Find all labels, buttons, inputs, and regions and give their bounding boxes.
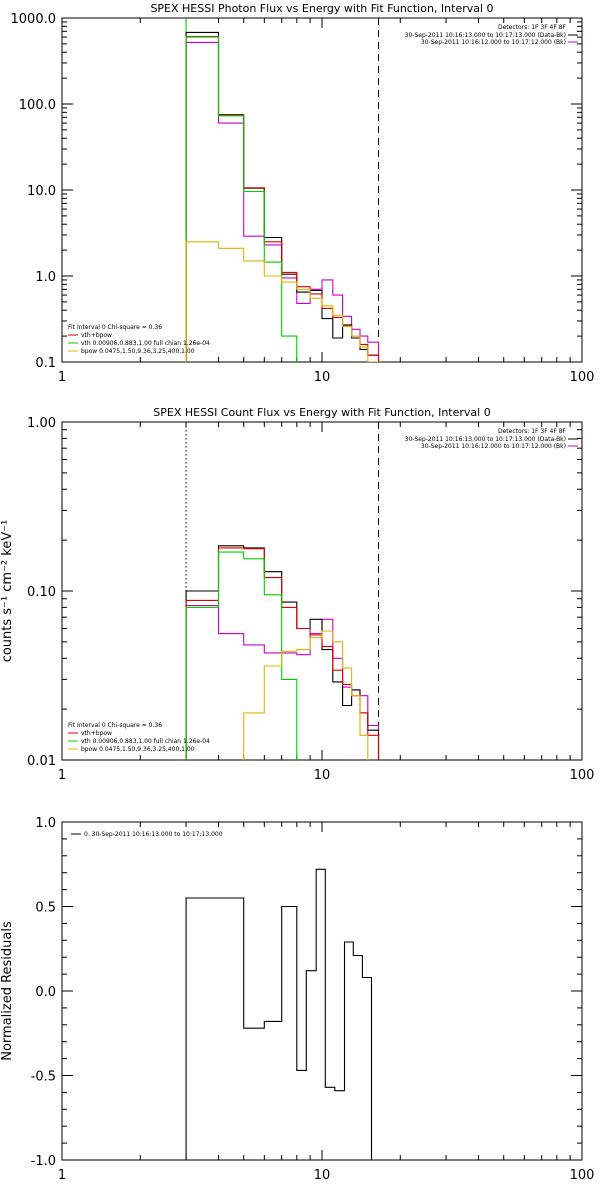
y-tick-label: 0.1 [35,356,56,371]
y-tick-label: 0.01 [27,754,56,769]
x-tick-label: 1 [58,1168,66,1183]
series-data [185,868,380,1160]
chart-title: SPEX HESSI Count Flux vs Energy with Fit… [153,406,490,419]
legend-entry-data: 30-Sep-2011 10:16:13.000 to 10:17:13.000… [405,436,566,443]
legend-entry-bpow: bpow 0.0475,1.50,9.36,3.25,400,1.00 [81,348,195,355]
y-tick-label: 1.0 [35,270,56,285]
y-tick-label: 1.0 [35,816,56,831]
y-tick-label: 0.5 [35,901,56,916]
y-tick-label: 0.0 [35,985,56,1000]
x-tick-label: 10 [314,1168,331,1183]
y-axis-label: counts s⁻¹ cm⁻² keV⁻¹ [0,520,15,663]
y-tick-label: 0.10 [27,585,56,600]
series-total [185,547,380,760]
x-tick-label: 100 [570,768,595,783]
y-tick-label: 1.00 [27,416,56,431]
legend-entry-vth: vth 0.00906,0.883,1.00 full chian 1.26e-… [81,340,210,347]
fit-summary-label: Fit Interval 0 Chi-square = 0.36 [68,722,162,729]
chart-title: SPEX HESSI Photon Flux vs Energy with Fi… [150,2,493,15]
legend-entry-residuals: 0. 30-Sep-2011 10:16:13.000 to 10:17:13.… [84,831,223,838]
legend-entry-bpow: bpow 0.0475,1.50,9.36,3.25,400,1.00 [81,746,195,753]
x-tick-label: 100 [570,370,595,385]
x-tick-label: 10 [314,768,331,783]
series-bpow [243,630,369,760]
chart-panel-2: SPEX HESSI Count Flux vs Energy with Fit… [0,406,594,783]
fit-summary-label: Fit Interval 0 Chi-square = 0.36 [68,324,162,331]
x-tick-label: 1 [58,768,66,783]
x-tick-label: 1 [58,370,66,385]
legend-entry-data: 30-Sep-2011 10:16:13.000 to 10:17:13.000… [405,32,566,39]
legend-entry-total: vth+bpow [81,332,112,339]
series-bpow [185,241,380,362]
legend-entry-total: vth+bpow [81,730,112,737]
detectors-label: Detectors: 1F 3F 4F 8F [498,24,567,31]
y-tick-label: 1000.0 [11,12,57,27]
legend-entry-vth: vth 0.00906,0.883,1.00 full chian 1.26e-… [81,738,210,745]
detectors-label: Detectors: 1F 3F 4F 8F [498,428,567,435]
y-tick-label: -1.0 [31,1154,56,1169]
series-vth [185,551,298,760]
y-axis-label: Normalized Residuals [0,921,15,1061]
legend-entry-background: 30-Sep-2011 10:16:12.000 to 10:17:12.000… [421,443,566,450]
x-tick-label: 10 [314,370,331,385]
series-vth [185,36,298,362]
plot-frame [61,421,583,761]
plot-frame [61,821,583,1161]
chart-panel-1: SPEX HESSI Photon Flux vs Energy with Fi… [11,2,595,385]
series-background [185,41,380,362]
legend-entry-background: 30-Sep-2011 10:16:12.000 to 10:17:12.000… [421,39,566,46]
x-tick-label: 100 [570,1168,595,1183]
series-data [185,545,380,760]
y-tick-label: -0.5 [31,1070,56,1085]
y-tick-label: 100.0 [19,98,56,113]
chart-panel-3: 1 10 100 -1.0 -0.5 0.0 0.5 1.0 Normalized Residu… [0,816,594,1183]
y-tick-label: 10.0 [27,184,56,199]
